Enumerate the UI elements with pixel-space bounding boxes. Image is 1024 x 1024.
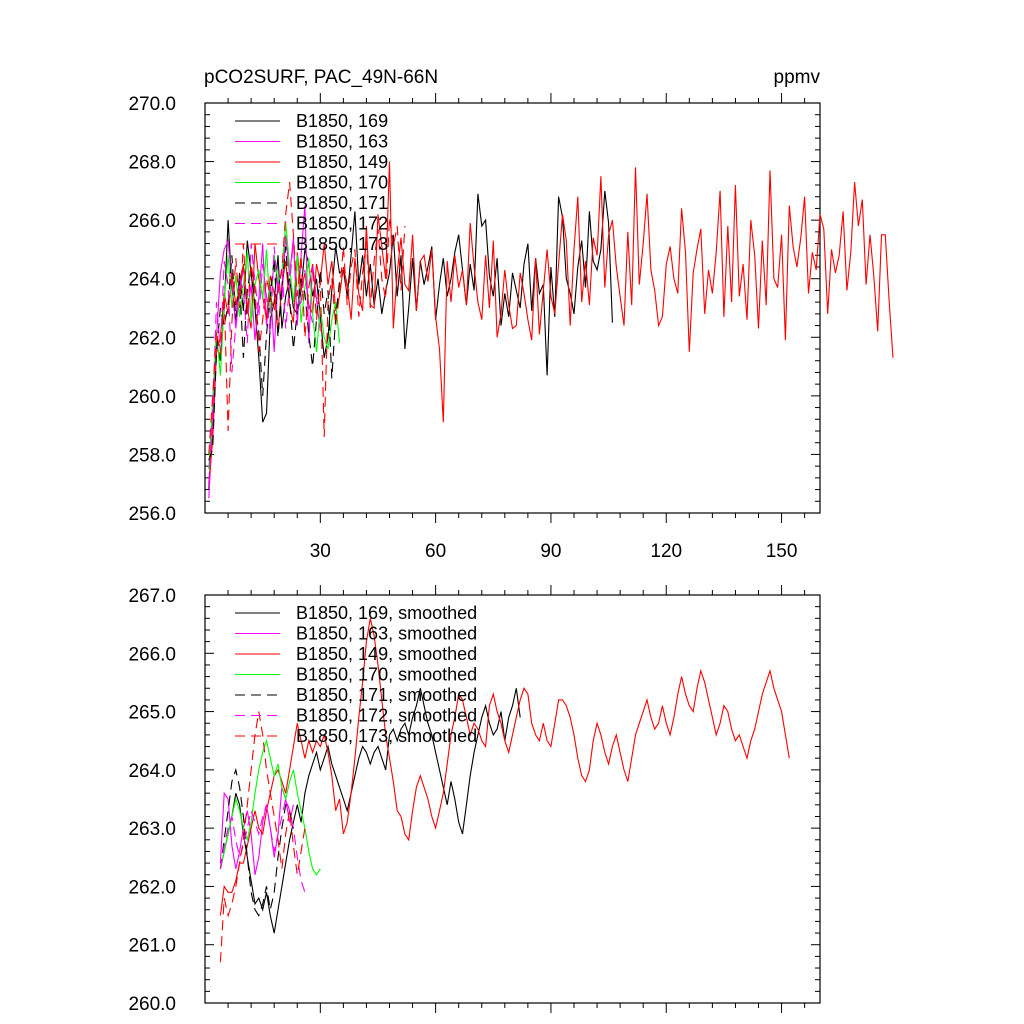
legend-label: B1850, 163 [296, 132, 388, 152]
series-line-6 [219, 796, 306, 893]
y-tick-label: 270.0 [128, 94, 176, 115]
units-label: ppmv [774, 67, 821, 88]
plot-frame [204, 594, 821, 1004]
top-panel: 256.0 258.0 260.0 262.0 264.0 266.0 268.0 270.0… [128, 93, 894, 562]
y-tick-label: 258.0 [128, 445, 176, 466]
series-line-6 [208, 240, 314, 484]
y-tick-label: 265.0 [128, 703, 176, 724]
legend-label: B1850, 149 [296, 152, 388, 172]
series-line-7 [208, 182, 406, 455]
series-line-3 [208, 161, 894, 484]
bottom-panel: 260.0 261.0 262.0 263.0 264.0 265.0 266.0 267.0… [128, 585, 821, 1015]
y-tick-label: 260.0 [128, 994, 176, 1015]
legend-label: B1850, 163, smoothed [296, 624, 477, 644]
y-tick-label: 266.0 [128, 211, 176, 232]
legend-label: B1850, 149, smoothed [296, 644, 477, 664]
y-tick-label: 260.0 [128, 387, 176, 408]
y-tick-label: 268.0 [128, 153, 176, 174]
legend-label: B1850, 171, smoothed [296, 685, 477, 705]
series-line-1 [219, 688, 521, 934]
plot-frame [204, 102, 821, 514]
series-line-1 [208, 190, 613, 490]
y-tick-label: 262.0 [128, 328, 176, 349]
y-tick-label: 267.0 [128, 586, 176, 607]
legend-label: B1850, 169 [296, 111, 388, 131]
legend-label: B1850, 170, smoothed [296, 665, 477, 685]
y-tick-label: 262.0 [128, 877, 176, 898]
legend-label: B1850, 173 [296, 234, 388, 254]
legend-label: B1850, 172, smoothed [296, 706, 477, 726]
y-tick-label: 264.0 [128, 761, 176, 782]
series-line-3 [219, 618, 790, 916]
y-tick-label: 266.0 [128, 644, 176, 665]
y-tick-label: 264.0 [128, 270, 176, 291]
x-tick-label: 30 [310, 541, 331, 562]
y-tick-label: 261.0 [128, 936, 176, 957]
chart-title: pCO2SURF, PAC_49N-66N [204, 67, 438, 88]
legend-label: B1850, 172 [296, 214, 388, 234]
x-tick-label: 60 [425, 541, 446, 562]
x-tick-label: 150 [766, 541, 798, 562]
legend-label: B1850, 173, smoothed [296, 726, 477, 746]
y-tick-label: 263.0 [128, 819, 176, 840]
series-line-5 [219, 767, 294, 917]
y-tick-label: 256.0 [128, 504, 176, 525]
x-tick-label: 120 [650, 541, 682, 562]
legend-label: B1850, 170 [296, 173, 388, 193]
series-line-5 [208, 246, 341, 461]
legend-label: B1850, 171 [296, 193, 388, 213]
legend-label: B1850, 169, smoothed [296, 603, 477, 623]
series-line-7 [219, 711, 306, 963]
series-line-2 [219, 787, 294, 875]
series-line-4 [219, 738, 321, 876]
x-tick-label: 90 [540, 541, 561, 562]
